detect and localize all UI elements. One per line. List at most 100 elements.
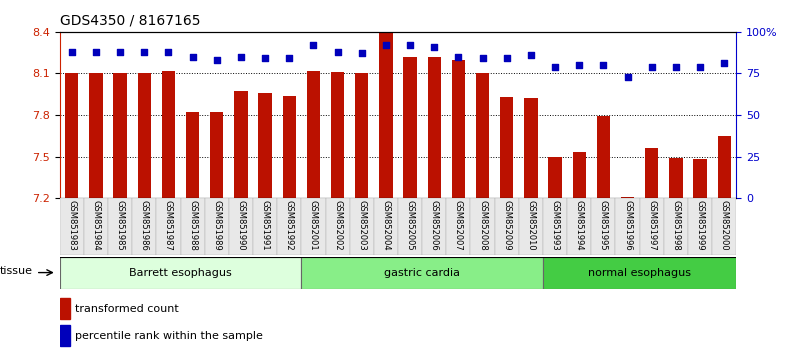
- Bar: [302, 198, 326, 255]
- Bar: [572, 153, 586, 198]
- Bar: [422, 198, 447, 255]
- Text: GSM852005: GSM852005: [406, 200, 415, 251]
- Point: [65, 49, 78, 55]
- Text: GSM851987: GSM851987: [164, 200, 173, 251]
- Bar: [253, 198, 277, 255]
- Bar: [60, 298, 70, 319]
- Point: [90, 49, 103, 55]
- Bar: [621, 197, 634, 198]
- Bar: [525, 98, 537, 198]
- Bar: [132, 198, 156, 255]
- Text: gastric cardia: gastric cardia: [384, 268, 460, 278]
- Text: GSM851988: GSM851988: [188, 200, 197, 251]
- Bar: [138, 74, 151, 198]
- Bar: [277, 198, 302, 255]
- Bar: [543, 257, 736, 289]
- Bar: [114, 74, 127, 198]
- Text: GSM851991: GSM851991: [260, 200, 270, 251]
- Text: GSM851997: GSM851997: [647, 200, 656, 251]
- Bar: [259, 93, 271, 198]
- Bar: [669, 158, 682, 198]
- Text: GSM852001: GSM852001: [309, 200, 318, 251]
- Bar: [452, 59, 465, 198]
- Bar: [519, 198, 543, 255]
- Bar: [640, 198, 664, 255]
- Text: GSM852007: GSM852007: [454, 200, 463, 251]
- Bar: [84, 198, 108, 255]
- Text: GSM851996: GSM851996: [623, 200, 632, 251]
- Point: [331, 49, 344, 55]
- Bar: [186, 112, 199, 198]
- Bar: [108, 198, 132, 255]
- Text: GSM852000: GSM852000: [720, 200, 728, 251]
- Point: [404, 42, 416, 48]
- Text: percentile rank within the sample: percentile rank within the sample: [75, 331, 263, 341]
- Bar: [355, 74, 369, 198]
- Bar: [205, 198, 229, 255]
- Bar: [60, 198, 84, 255]
- Bar: [181, 198, 205, 255]
- Point: [283, 56, 295, 61]
- Bar: [693, 159, 707, 198]
- Bar: [500, 97, 513, 198]
- Bar: [374, 198, 398, 255]
- Point: [428, 44, 441, 50]
- Text: GSM851995: GSM851995: [599, 200, 608, 251]
- Text: transformed count: transformed count: [75, 304, 178, 314]
- Bar: [548, 157, 562, 198]
- Bar: [65, 74, 79, 198]
- Point: [718, 61, 731, 66]
- Bar: [591, 198, 615, 255]
- Bar: [427, 57, 441, 198]
- Bar: [494, 198, 519, 255]
- Point: [307, 42, 320, 48]
- Text: GSM851994: GSM851994: [575, 200, 583, 251]
- Point: [355, 51, 368, 56]
- Bar: [447, 198, 470, 255]
- Bar: [717, 136, 731, 198]
- Text: GSM851990: GSM851990: [236, 200, 245, 251]
- Text: normal esophagus: normal esophagus: [588, 268, 691, 278]
- Text: GSM851993: GSM851993: [551, 200, 560, 251]
- Text: GSM852008: GSM852008: [478, 200, 487, 251]
- Text: GSM851998: GSM851998: [671, 200, 681, 251]
- Bar: [597, 116, 610, 198]
- Bar: [89, 74, 103, 198]
- Bar: [302, 257, 543, 289]
- Text: GSM852006: GSM852006: [430, 200, 439, 251]
- Point: [452, 54, 465, 59]
- Bar: [615, 198, 640, 255]
- Bar: [567, 198, 591, 255]
- Point: [476, 56, 489, 61]
- Text: tissue: tissue: [0, 266, 33, 276]
- Bar: [476, 74, 490, 198]
- Point: [501, 56, 513, 61]
- Point: [114, 49, 127, 55]
- Bar: [306, 71, 320, 198]
- Bar: [398, 198, 422, 255]
- Text: Barrett esophagus: Barrett esophagus: [129, 268, 232, 278]
- Bar: [543, 198, 567, 255]
- Bar: [664, 198, 688, 255]
- Text: GSM851986: GSM851986: [140, 200, 149, 251]
- Point: [548, 64, 561, 70]
- Bar: [234, 91, 248, 198]
- Point: [669, 64, 682, 70]
- Text: GSM851999: GSM851999: [696, 200, 704, 251]
- Text: GSM852004: GSM852004: [381, 200, 390, 251]
- Bar: [688, 198, 712, 255]
- Bar: [60, 325, 70, 346]
- Text: GDS4350 / 8167165: GDS4350 / 8167165: [60, 14, 201, 28]
- Text: GSM851992: GSM851992: [285, 200, 294, 251]
- Text: GSM851984: GSM851984: [92, 200, 100, 251]
- Point: [138, 49, 150, 55]
- Point: [186, 54, 199, 59]
- Text: GSM852010: GSM852010: [526, 200, 536, 251]
- Bar: [210, 112, 224, 198]
- Point: [210, 57, 223, 63]
- Point: [380, 42, 392, 48]
- Point: [525, 52, 537, 58]
- Bar: [60, 257, 302, 289]
- Point: [259, 56, 271, 61]
- Bar: [283, 96, 296, 198]
